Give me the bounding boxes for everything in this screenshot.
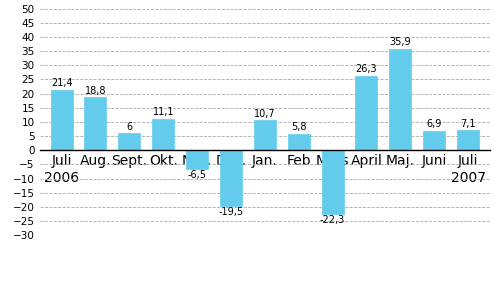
Text: 11,1: 11,1 xyxy=(152,107,174,117)
Bar xyxy=(152,119,174,150)
Bar xyxy=(254,120,276,150)
Text: 6,9: 6,9 xyxy=(427,119,442,129)
Bar xyxy=(355,76,377,150)
Text: 7,1: 7,1 xyxy=(460,119,476,129)
Text: 21,4: 21,4 xyxy=(51,78,72,88)
Text: -22,3: -22,3 xyxy=(320,215,345,225)
Bar xyxy=(457,130,479,150)
Bar xyxy=(50,90,73,150)
Bar xyxy=(220,150,242,205)
Text: -19,5: -19,5 xyxy=(218,207,244,217)
Bar xyxy=(423,131,445,150)
Text: 5,8: 5,8 xyxy=(291,123,306,133)
Text: 10,7: 10,7 xyxy=(254,108,276,119)
Text: 26,3: 26,3 xyxy=(355,64,377,74)
Bar xyxy=(322,150,344,214)
Text: 18,8: 18,8 xyxy=(85,86,106,96)
Bar xyxy=(85,97,106,150)
Text: -6,5: -6,5 xyxy=(188,170,206,180)
Bar xyxy=(118,133,141,150)
Text: 35,9: 35,9 xyxy=(390,37,411,47)
Bar xyxy=(186,150,208,169)
Text: 6: 6 xyxy=(126,122,133,132)
Bar xyxy=(288,134,310,150)
Bar xyxy=(389,49,411,150)
